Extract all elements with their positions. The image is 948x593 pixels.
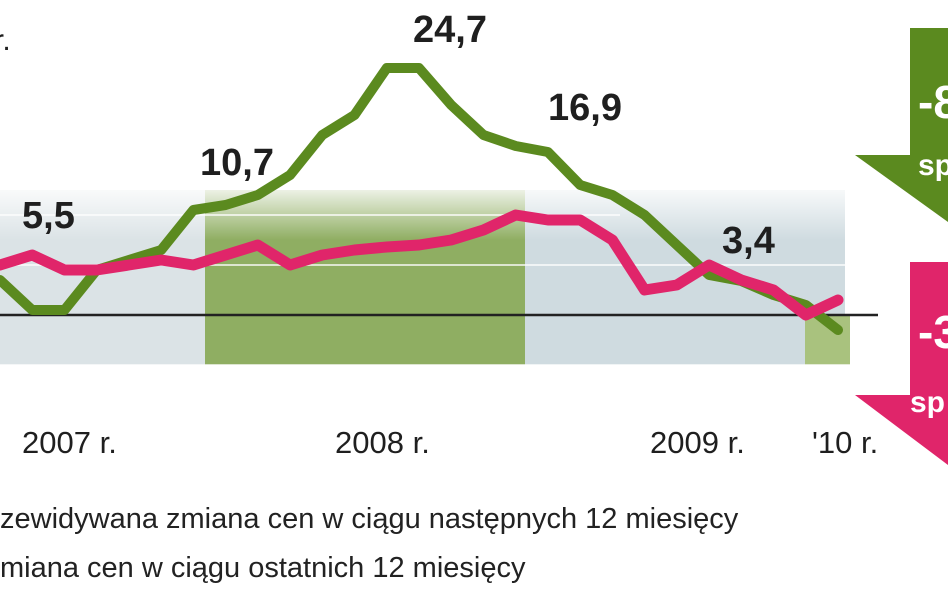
- callout-green-arrow: [855, 28, 948, 222]
- background-bands: [0, 180, 860, 366]
- series-layer: [0, 63, 844, 335]
- x-tick-2009: 2009 r.: [650, 425, 745, 460]
- series-line-forecast: [0, 63, 843, 335]
- legend-item-forecast: zewidywana zmiana cen w ciągu następnych…: [0, 503, 739, 535]
- top-left-text: r.: [0, 24, 11, 57]
- chart: 5,5 10,7 24,7 16,9 3,4 r. -8 sp -3 sp 2007 r…: [0, 9, 948, 465]
- callout-pink: -3 sp: [855, 262, 948, 465]
- label-layer: 5,5 10,7 24,7 16,9 3,4: [22, 9, 775, 262]
- callout-green-main: -8: [918, 76, 948, 128]
- data-label: 16,9: [548, 87, 622, 129]
- callout-pink-arrow: [855, 262, 948, 465]
- band-fade: [0, 180, 860, 240]
- x-tick-2007: 2007 r.: [22, 425, 117, 460]
- legend-item-actual: miana cen w ciągu ostatnich 12 miesięcy: [0, 552, 526, 584]
- series-line-actual: [0, 209, 844, 321]
- data-label: 3,4: [722, 220, 775, 262]
- data-label: 5,5: [22, 195, 75, 237]
- callout-pink-main: -3: [918, 306, 948, 358]
- data-label: 10,7: [200, 142, 274, 184]
- data-label: 24,7: [413, 9, 487, 51]
- x-tick-2008: 2008 r.: [335, 425, 430, 460]
- x-axis-ticks: 2007 r. 2008 r. 2009 r. '10 r.: [22, 425, 878, 460]
- callout-green-sub: sp: [918, 149, 948, 182]
- x-tick-2010: '10 r.: [812, 425, 878, 460]
- callout-green: -8 sp: [855, 28, 948, 222]
- callout-pink-sub: sp: [910, 386, 945, 419]
